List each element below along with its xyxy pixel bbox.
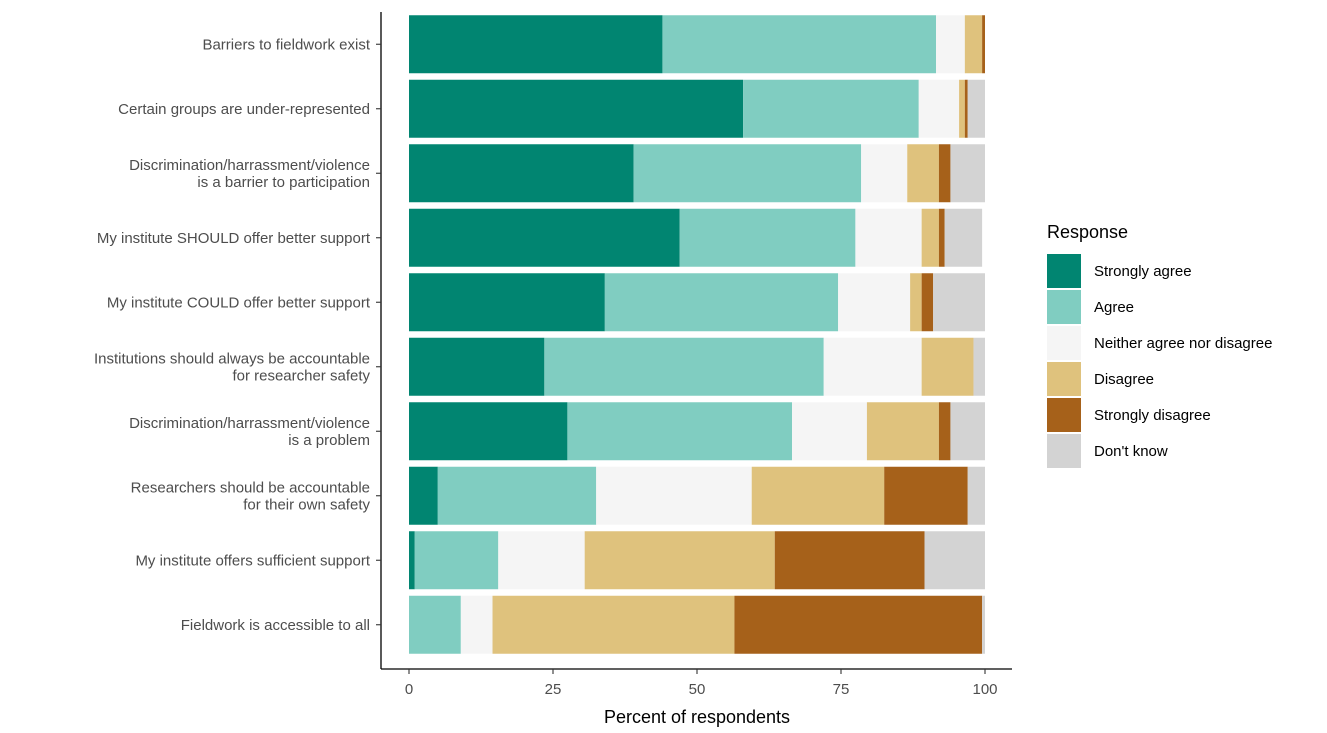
legend: Response Strongly agree Agree Neither agre… bbox=[1047, 222, 1272, 468]
y-tick-label: My institute SHOULD offer better support bbox=[97, 230, 371, 247]
y-tick-label: Discrimination/harrassment/violence is a … bbox=[129, 415, 370, 449]
bar-agree-6 bbox=[544, 337, 824, 396]
bar-disagree-1 bbox=[964, 15, 983, 74]
x-tick-label: 0 bbox=[405, 681, 413, 698]
legend-key-agree bbox=[1047, 290, 1081, 324]
legend-key-disagree bbox=[1047, 362, 1081, 396]
bar-strongly-agree-6 bbox=[409, 337, 545, 396]
x-tick-label: 50 bbox=[689, 681, 706, 698]
bar-neither-agree-nor-disagree-4 bbox=[855, 208, 922, 267]
bar-strongly-disagree-10 bbox=[734, 595, 983, 654]
bar-disagree-10 bbox=[492, 595, 735, 654]
bar-strongly-agree-2 bbox=[409, 79, 744, 138]
x-axis-title: Percent of respondents bbox=[604, 707, 790, 727]
bar-agree-4 bbox=[679, 208, 856, 267]
bar-strongly-disagree-5 bbox=[921, 273, 934, 332]
bar-strongly-disagree-4 bbox=[938, 208, 945, 267]
y-tick-label: My institute offers sufficient support bbox=[135, 552, 370, 569]
legend-label-strongly-disagree: Strongly disagree bbox=[1094, 407, 1211, 424]
bar-neither-agree-nor-disagree-7 bbox=[792, 402, 867, 461]
bar-don-t-know-3 bbox=[950, 144, 985, 203]
y-tick-label: Barriers to fieldwork exist bbox=[202, 36, 370, 53]
bar-don-t-know-10 bbox=[982, 595, 985, 654]
legend-key-neither-agree-nor-disagree bbox=[1047, 326, 1081, 360]
y-tick-label: Researchers should be accountable for the… bbox=[131, 479, 371, 513]
x-tick-label: 75 bbox=[833, 681, 850, 698]
legend-title: Response bbox=[1047, 222, 1128, 242]
legend-key-strongly-disagree bbox=[1047, 398, 1081, 432]
bar-agree-5 bbox=[604, 273, 839, 332]
bar-neither-agree-nor-disagree-6 bbox=[823, 337, 922, 396]
bar-disagree-2 bbox=[959, 79, 965, 138]
bar-agree-7 bbox=[567, 402, 793, 461]
bar-disagree-4 bbox=[921, 208, 939, 267]
bar-don-t-know-7 bbox=[950, 402, 985, 461]
legend-key-don-t-know bbox=[1047, 434, 1081, 468]
bar-don-t-know-9 bbox=[924, 531, 985, 590]
bar-don-t-know-5 bbox=[933, 273, 985, 332]
bar-disagree-9 bbox=[584, 531, 775, 590]
bar-disagree-3 bbox=[907, 144, 939, 203]
legend-label-disagree: Disagree bbox=[1094, 371, 1154, 388]
y-tick-label: Fieldwork is accessible to all bbox=[181, 617, 370, 634]
x-tick-label: 100 bbox=[972, 681, 997, 698]
bar-agree-2 bbox=[743, 79, 919, 138]
bar-disagree-7 bbox=[866, 402, 939, 461]
y-tick-label: Discrimination/harrassment/violence is a … bbox=[129, 157, 370, 191]
bar-don-t-know-2 bbox=[967, 79, 985, 138]
legend-label-agree: Agree bbox=[1094, 299, 1134, 316]
bar-strongly-agree-3 bbox=[409, 144, 634, 203]
bar-don-t-know-6 bbox=[973, 337, 985, 396]
bar-strongly-agree-9 bbox=[409, 531, 415, 590]
y-tick-label: Certain groups are under-represented bbox=[118, 101, 370, 118]
bar-agree-8 bbox=[437, 466, 597, 525]
x-ticks-layer: 0 25 50 75 100 bbox=[405, 669, 998, 698]
bar-neither-agree-nor-disagree-8 bbox=[596, 466, 752, 525]
bar-strongly-agree-1 bbox=[409, 15, 663, 74]
bar-strongly-agree-5 bbox=[409, 273, 605, 332]
bar-strongly-disagree-1 bbox=[982, 15, 985, 74]
x-tick-label: 25 bbox=[545, 681, 562, 698]
bar-strongly-disagree-2 bbox=[964, 79, 968, 138]
bar-neither-agree-nor-disagree-1 bbox=[936, 15, 965, 74]
legend-label-don-t-know: Don't know bbox=[1094, 443, 1168, 460]
legend-label-strongly-agree: Strongly agree bbox=[1094, 263, 1192, 280]
bar-strongly-disagree-9 bbox=[774, 531, 925, 590]
bar-strongly-disagree-7 bbox=[938, 402, 951, 461]
bar-neither-agree-nor-disagree-3 bbox=[861, 144, 908, 203]
y-ticks-layer: Barriers to fieldwork exist Certain group… bbox=[94, 36, 381, 634]
bar-neither-agree-nor-disagree-9 bbox=[498, 531, 585, 590]
bar-strongly-agree-8 bbox=[409, 466, 438, 525]
legend-label-neither-agree-nor-disagree: Neither agree nor disagree bbox=[1094, 335, 1272, 352]
bar-neither-agree-nor-disagree-10 bbox=[460, 595, 493, 654]
bar-disagree-5 bbox=[910, 273, 922, 332]
bar-strongly-agree-7 bbox=[409, 402, 568, 461]
bar-agree-1 bbox=[662, 15, 937, 74]
bar-agree-9 bbox=[414, 531, 499, 590]
bar-don-t-know-4 bbox=[944, 208, 983, 267]
bar-neither-agree-nor-disagree-2 bbox=[918, 79, 960, 138]
bar-disagree-8 bbox=[751, 466, 885, 525]
bar-strongly-disagree-3 bbox=[938, 144, 951, 203]
bar-disagree-6 bbox=[921, 337, 974, 396]
bar-don-t-know-8 bbox=[967, 466, 985, 525]
bar-strongly-agree-4 bbox=[409, 208, 680, 267]
y-tick-label: Institutions should always be accountabl… bbox=[94, 350, 371, 384]
bar-strongly-disagree-8 bbox=[884, 466, 968, 525]
legend-key-strongly-agree bbox=[1047, 254, 1081, 288]
bar-agree-10 bbox=[409, 595, 461, 654]
bar-agree-3 bbox=[633, 144, 862, 203]
y-tick-label: My institute COULD offer better support bbox=[107, 294, 371, 311]
bar-neither-agree-nor-disagree-5 bbox=[838, 273, 911, 332]
bars-layer bbox=[409, 15, 985, 654]
